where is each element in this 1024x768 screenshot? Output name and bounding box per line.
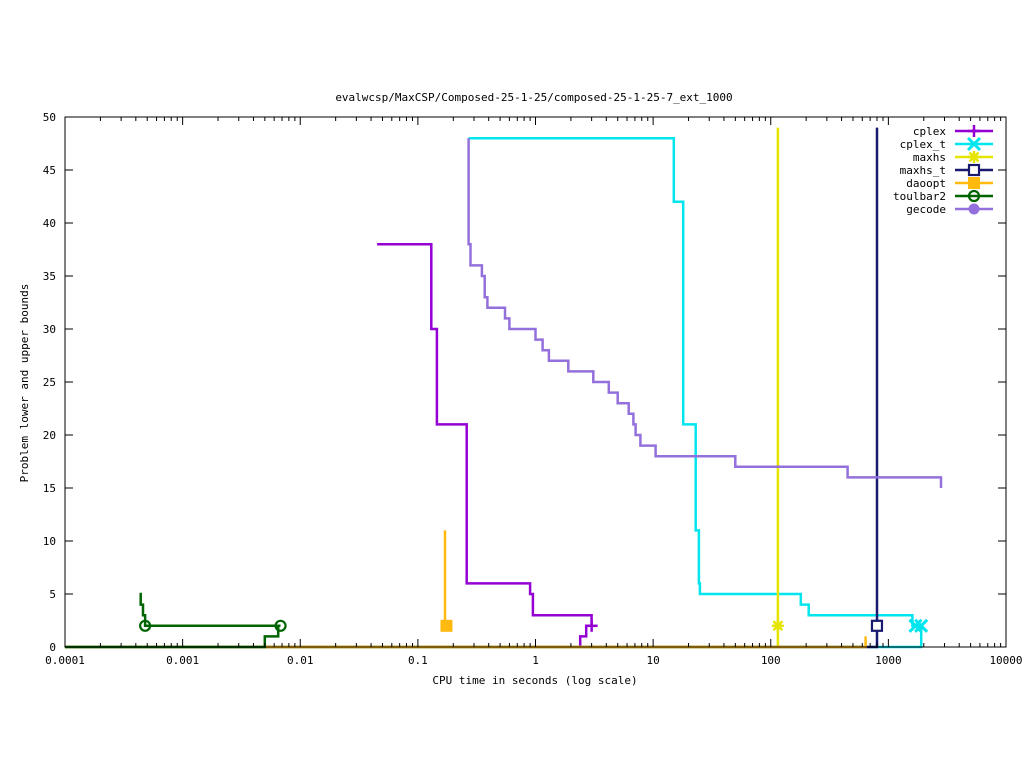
legend-label: maxhs_t: [900, 164, 946, 177]
y-tick-label: 35: [43, 270, 56, 283]
y-tick-label: 30: [43, 323, 56, 336]
marker: [440, 619, 453, 632]
marker: [966, 136, 982, 152]
legend-item-daoopt: daoopt: [906, 177, 993, 190]
y-tick-label: 45: [43, 164, 56, 177]
x-tick-label: 10: [647, 654, 660, 667]
legend-label: maxhs: [913, 151, 946, 164]
series-cplex: [377, 242, 598, 647]
series-line: [139, 592, 281, 628]
marker: [139, 619, 152, 632]
series-line: [377, 242, 593, 626]
y-axis-label: Problem lower and upper bounds: [18, 284, 31, 483]
legend-label: toulbar2: [893, 190, 946, 203]
series-gecode: [467, 138, 943, 488]
legend-item-gecode: gecode: [906, 203, 993, 216]
legend-label: cplex: [913, 125, 946, 138]
legend-label: gecode: [906, 203, 946, 216]
legend-item-toulbar2: toulbar2: [893, 189, 993, 203]
marker: [968, 151, 980, 163]
legend: cplexcplex_tmaxhsmaxhs_tdaoopttoulbar2ge…: [893, 125, 993, 216]
legend-item-cplex-t: cplex_t: [900, 136, 993, 152]
legend-label: cplex_t: [900, 138, 946, 151]
y-tick-label: 50: [43, 111, 56, 124]
x-tick-label: 0.1: [408, 654, 428, 667]
x-tick-label: 10000: [989, 654, 1022, 667]
marker: [968, 125, 980, 137]
series-line: [468, 136, 922, 628]
marker: [585, 619, 598, 632]
x-tick-label: 0.01: [287, 654, 314, 667]
marker: [771, 619, 784, 632]
legend-item-maxhs: maxhs: [913, 151, 993, 164]
marker: [908, 618, 923, 633]
marker: [968, 203, 980, 215]
x-tick-label: 1: [532, 654, 539, 667]
x-tick-label: 1000: [875, 654, 902, 667]
y-tick-label: 5: [49, 588, 56, 601]
x-axis-label: CPU time in seconds (log scale): [432, 674, 637, 687]
y-tick-label: 10: [43, 535, 56, 548]
y-tick-label: 15: [43, 482, 56, 495]
legend-item-maxhs-t: maxhs_t: [900, 163, 993, 177]
y-tick-label: 40: [43, 217, 56, 230]
marker: [967, 189, 981, 203]
x-tick-label: 0.001: [166, 654, 199, 667]
marker: [274, 619, 287, 632]
marker: [967, 163, 981, 177]
marker: [870, 619, 884, 632]
chart-title: evalwcsp/MaxCSP/Composed-25-1-25/compose…: [335, 91, 732, 104]
series-line: [467, 138, 943, 488]
y-tick-label: 25: [43, 376, 56, 389]
legend-item-cplex: cplex: [913, 125, 993, 138]
y-tick-label: 0: [49, 641, 56, 654]
marker: [914, 618, 929, 633]
x-axis: 0.0001 0.001 0.01 0.1 1 10 100 1000 10000: [45, 117, 1023, 667]
marker: [968, 177, 980, 189]
x-tick-label: 0.0001: [45, 654, 85, 667]
legend-label: daoopt: [906, 177, 946, 190]
y-axis: 0 5 10 15 20 25 30 35 40 45 50: [43, 111, 1006, 654]
x-tick-label: 100: [761, 654, 781, 667]
y-tick-label: 20: [43, 429, 56, 442]
